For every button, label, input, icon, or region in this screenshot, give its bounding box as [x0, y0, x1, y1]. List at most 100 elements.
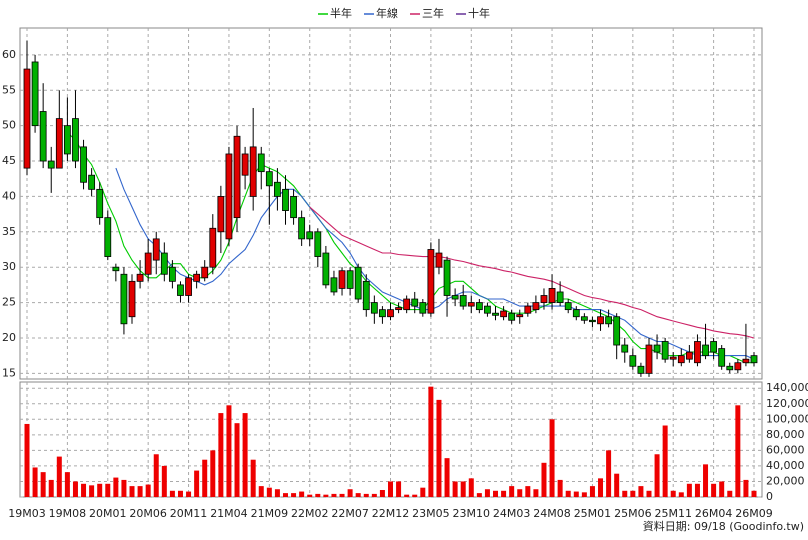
x-tick-label: 22M12	[372, 507, 410, 520]
volume-bar	[153, 454, 159, 497]
candle-body	[500, 310, 507, 318]
footer: 資料日期: 09/18 (Goodinfo.tw)	[643, 519, 804, 533]
volume-bar	[186, 491, 192, 497]
volume-bar	[97, 483, 103, 497]
volume-bar	[678, 492, 684, 497]
candle-body	[597, 316, 604, 325]
y2-tick-label: 80,000	[766, 428, 805, 441]
volume-bar	[589, 486, 595, 497]
candle-body	[217, 196, 225, 233]
volume-bar	[250, 459, 256, 497]
volume-bar	[404, 494, 410, 497]
candle-body	[726, 365, 734, 371]
y-tick-label: 35	[2, 225, 16, 238]
candle-body	[669, 356, 677, 360]
volume-bar	[654, 454, 660, 497]
candle-body	[685, 351, 693, 360]
candle-body	[257, 153, 265, 173]
volume-bar	[614, 473, 620, 497]
legend-label: 三年	[422, 6, 444, 20]
candle-body	[152, 238, 160, 261]
y-tick-label: 45	[2, 154, 16, 167]
volume-bar	[363, 493, 369, 497]
candle-body	[661, 341, 669, 360]
candle-body	[23, 68, 31, 169]
candle-body	[572, 309, 580, 318]
volume-bar	[501, 490, 507, 497]
candle-body	[249, 146, 257, 197]
volume-bar	[484, 489, 490, 497]
x-tick-label: 25M01	[574, 507, 612, 520]
candle-body	[427, 249, 435, 314]
volume-bar	[557, 479, 563, 497]
ma-line	[67, 132, 754, 364]
candle-body	[193, 273, 201, 282]
candle-body	[467, 302, 475, 307]
y-tick-label: 30	[2, 260, 16, 273]
volume-bar	[81, 483, 87, 497]
volume-bar	[24, 423, 30, 497]
volume-bar	[210, 450, 216, 497]
volume-bar	[517, 489, 523, 497]
x-tick-label: 20M11	[170, 507, 208, 520]
volume-bar	[258, 486, 264, 497]
volume-bar	[646, 490, 652, 497]
x-tick-label: 19M03	[8, 507, 46, 520]
volume-bar	[307, 494, 313, 497]
candle-body	[330, 277, 338, 293]
volume-bar	[525, 486, 531, 497]
y-tick-label: 25	[2, 296, 16, 309]
candle-body	[241, 153, 249, 176]
volume-bar	[339, 493, 345, 497]
volume-bar	[56, 456, 62, 497]
volume-bar	[105, 483, 111, 497]
volume-bar	[161, 465, 167, 497]
volume-bar	[751, 490, 757, 497]
candle-body	[710, 341, 718, 353]
candle-body	[516, 314, 524, 318]
volume-bar	[396, 481, 402, 497]
x-tick-label: 22M07	[331, 507, 369, 520]
candle-body	[322, 252, 330, 286]
volume-bar	[226, 405, 232, 497]
candle-body	[265, 171, 273, 187]
candle-body	[306, 231, 314, 240]
candle-body	[136, 273, 144, 282]
candle-body	[379, 309, 386, 318]
volume-bar	[234, 423, 240, 497]
candle-body	[298, 217, 306, 240]
x-tick-label: 23M10	[453, 507, 491, 520]
x-tick-label: 26M04	[695, 507, 733, 520]
volume-bar	[412, 494, 418, 497]
volume-bar	[460, 481, 466, 497]
volume-bar	[444, 458, 450, 497]
x-tick-label: 23M05	[412, 507, 450, 520]
candle-body	[645, 344, 653, 374]
x-tick-label: 19M08	[49, 507, 87, 520]
volume-bar	[129, 486, 135, 497]
ma-line	[309, 206, 755, 339]
volume-bar	[735, 405, 741, 497]
volume-bar	[468, 478, 474, 497]
candle-body	[55, 118, 63, 169]
volume-bar	[581, 492, 587, 497]
candle-body	[128, 280, 136, 318]
candle-body	[362, 280, 370, 311]
volume-bar	[493, 490, 499, 497]
candle-body	[185, 277, 192, 296]
volume-bar	[89, 485, 95, 497]
volume-bar	[428, 386, 434, 497]
candle-body	[702, 344, 709, 357]
volume-bar	[630, 490, 636, 497]
volume-bar	[686, 483, 692, 497]
candle-body	[734, 362, 742, 371]
candle-body	[564, 302, 572, 311]
y2-tick-label: 100,000	[766, 412, 808, 425]
legend-label: 十年	[468, 6, 490, 20]
candle-body	[435, 252, 443, 268]
candle-body	[160, 252, 168, 275]
volume-bar	[266, 487, 272, 497]
candle-body	[387, 309, 394, 318]
volume-bar	[194, 470, 200, 497]
volume-bar	[598, 478, 604, 497]
